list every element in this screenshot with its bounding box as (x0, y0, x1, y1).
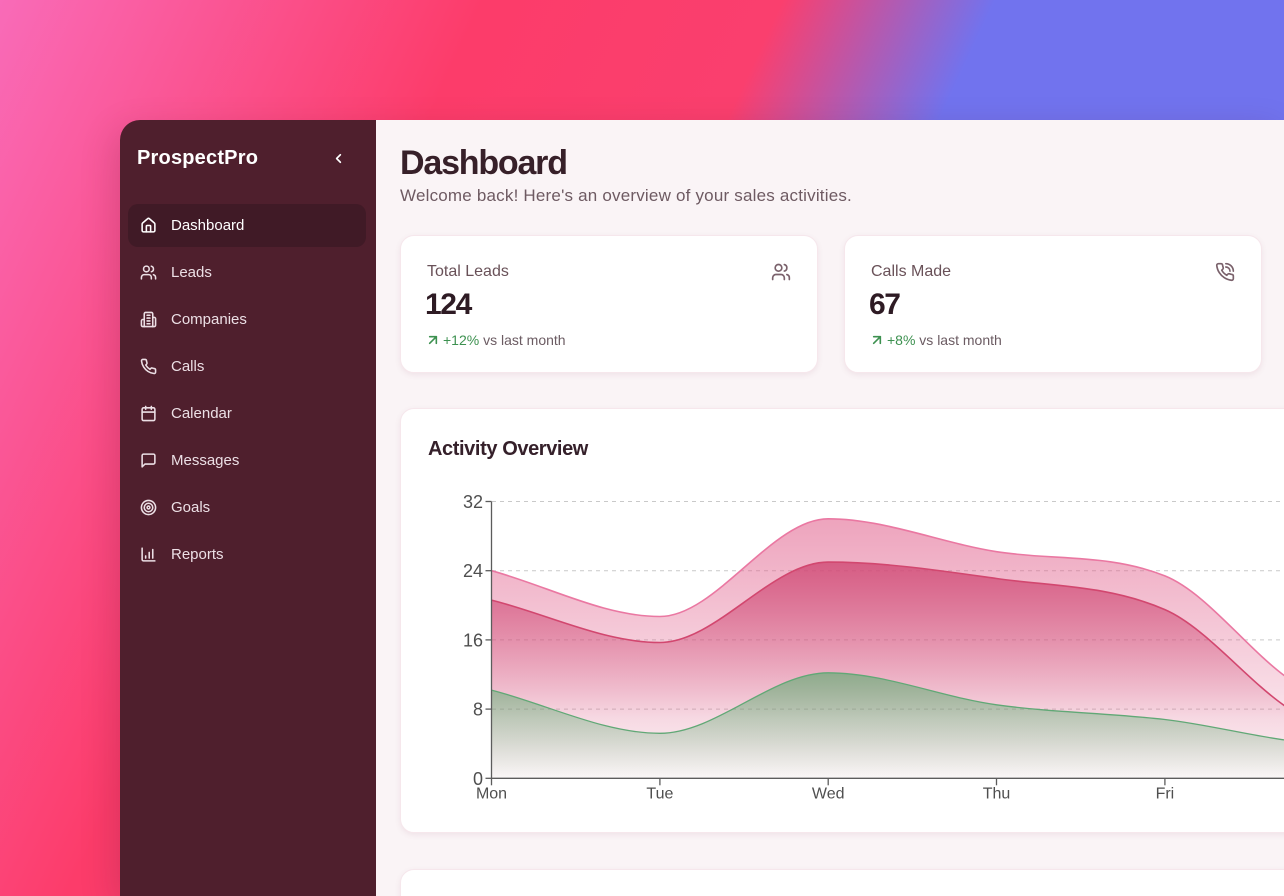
svg-text:16: 16 (463, 630, 483, 650)
svg-text:Mon: Mon (476, 786, 507, 803)
svg-text:Wed: Wed (812, 786, 845, 803)
svg-text:Fri: Fri (1156, 786, 1175, 803)
svg-text:0: 0 (473, 769, 483, 789)
svg-text:32: 32 (463, 492, 483, 512)
svg-text:24: 24 (463, 561, 483, 581)
svg-text:Tue: Tue (646, 786, 673, 803)
svg-text:8: 8 (473, 700, 483, 720)
svg-text:Thu: Thu (983, 786, 1011, 803)
